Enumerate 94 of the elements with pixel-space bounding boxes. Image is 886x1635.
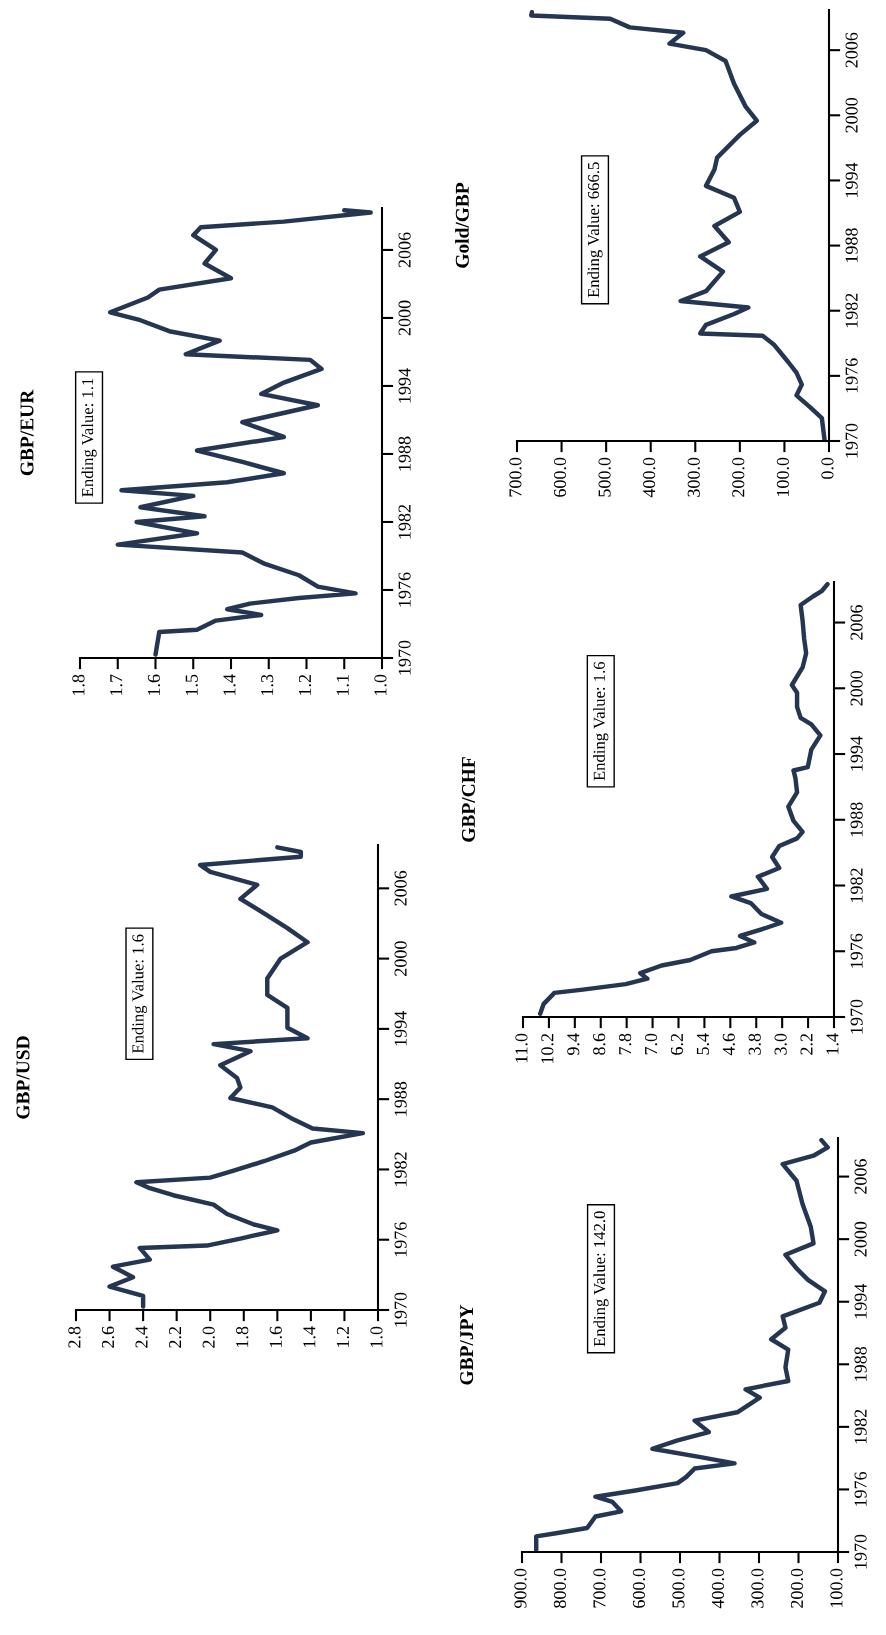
x-tick-label: 11.0 bbox=[515, 1033, 528, 1063]
y-tick-label: 2006 bbox=[394, 870, 407, 906]
y-tick-label: 2006 bbox=[845, 32, 858, 68]
y-tick-label: 1970 bbox=[845, 423, 858, 458]
y-tick-label: 2000 bbox=[850, 670, 863, 706]
y-tick-label: 1976 bbox=[394, 1222, 407, 1257]
y-tick-label: 1994 bbox=[850, 736, 863, 771]
annotation: Ending Value: 1.6 bbox=[593, 661, 609, 781]
x-tick-label: 0.0 bbox=[821, 457, 834, 479]
x-tick-label: 2.2 bbox=[800, 1033, 813, 1055]
x-tick-label: 1.5 bbox=[185, 674, 198, 695]
x-tick-label: 1.4 bbox=[303, 1326, 316, 1347]
y-tick-label: 1994 bbox=[854, 1283, 867, 1319]
y-tick-label: 2000 bbox=[845, 97, 858, 133]
x-tick-label: 700.0 bbox=[593, 1568, 606, 1608]
annotation: Ending Value: 1.1 bbox=[81, 378, 97, 497]
y-tick-label: 1970 bbox=[394, 1292, 407, 1327]
x-tick-label: 1.0 bbox=[370, 1326, 383, 1347]
x-tick-label: 2.0 bbox=[202, 1326, 215, 1348]
y-tick-label: 1988 bbox=[394, 1081, 407, 1116]
y-tick-label: 2000 bbox=[394, 941, 407, 976]
x-tick-label: 1.3 bbox=[261, 674, 274, 695]
x-tick-label: 3.0 bbox=[774, 1033, 787, 1055]
y-tick-label: 1976 bbox=[854, 1471, 867, 1506]
annotation: Ending Value: 666.5 bbox=[587, 162, 603, 298]
y-tick-label: 1982 bbox=[850, 868, 863, 902]
annotation: Ending Value: 1.6 bbox=[131, 934, 147, 1054]
text: GBP/USD bbox=[16, 1036, 30, 1119]
y-tick-label: 2000 bbox=[854, 1221, 867, 1257]
x-tick-label: 3.8 bbox=[748, 1033, 761, 1055]
x-tick-label: 900.0 bbox=[514, 1568, 527, 1609]
y-tick-label: 1988 bbox=[845, 228, 858, 263]
y-tick-label: 1988 bbox=[850, 802, 863, 837]
y-tick-label: 1976 bbox=[845, 358, 858, 393]
y-tick-label: 1982 bbox=[845, 293, 858, 328]
x-tick-label: 1.6 bbox=[147, 674, 161, 695]
x-tick-label: 200.0 bbox=[732, 457, 745, 497]
y-tick-label: 1970 bbox=[398, 640, 411, 675]
x-tick-label: 1.8 bbox=[72, 674, 85, 695]
y-tick-label: 1994 bbox=[398, 368, 411, 403]
x-tick-label: 600.0 bbox=[632, 1568, 646, 1608]
x-tick-label: 1.6 bbox=[269, 1326, 282, 1347]
x-tick-label: 6.2 bbox=[670, 1033, 684, 1055]
x-tick-label: 500.0 bbox=[672, 1568, 685, 1608]
y-tick-label: 1982 bbox=[394, 1152, 407, 1186]
x-tick-label: 800.0 bbox=[553, 1568, 567, 1608]
x-tick-label: 300.0 bbox=[751, 1568, 764, 1608]
x-tick-label: 7.0 bbox=[644, 1033, 658, 1055]
x-tick-label: 8.6 bbox=[593, 1033, 606, 1055]
y-tick-label: 1982 bbox=[854, 1409, 867, 1444]
x-tick-label: 1.2 bbox=[336, 1326, 350, 1347]
x-tick-label: 1.4 bbox=[223, 674, 236, 695]
x-tick-label: 10.2 bbox=[541, 1033, 554, 1063]
x-tick-label: 1.0 bbox=[374, 674, 387, 695]
x-tick-label: 2.8 bbox=[68, 1326, 81, 1348]
text: GBP/CHF bbox=[461, 757, 475, 842]
x-tick-label: 300.0 bbox=[687, 457, 700, 497]
x-tick-label: 1.8 bbox=[236, 1326, 249, 1347]
y-tick-label: 2000 bbox=[398, 300, 411, 336]
x-tick-label: 1.7 bbox=[110, 674, 123, 695]
x-tick-label: 2.4 bbox=[135, 1326, 148, 1348]
x-tick-label: 4.6 bbox=[722, 1033, 735, 1056]
x-tick-label: 700.0 bbox=[509, 457, 522, 497]
x-tick-label: 600.0 bbox=[553, 457, 567, 497]
y-tick-label: 1976 bbox=[850, 933, 863, 968]
text: GBP/EUR bbox=[20, 389, 34, 476]
x-tick-label: 7.8 bbox=[619, 1033, 632, 1055]
x-tick-label: 5.4 bbox=[696, 1033, 710, 1055]
y-tick-label: 1982 bbox=[398, 504, 411, 539]
x-tick-label: 200.0 bbox=[790, 1568, 804, 1608]
x-tick-label: 2.2 bbox=[169, 1326, 182, 1348]
x-tick-label: 9.4 bbox=[567, 1033, 580, 1055]
x-tick-label: 400.0 bbox=[711, 1568, 725, 1609]
x-tick-label: 500.0 bbox=[598, 457, 611, 497]
x-tick-label: 100.0 bbox=[830, 1568, 843, 1608]
text: Gold/GBP bbox=[455, 182, 469, 268]
y-tick-label: 1994 bbox=[394, 1011, 407, 1046]
y-tick-label: 2006 bbox=[850, 605, 863, 640]
text: GBP/JPY bbox=[460, 1304, 474, 1385]
y-tick-label: 1988 bbox=[854, 1346, 867, 1381]
y-tick-label: 2006 bbox=[854, 1159, 867, 1194]
x-tick-label: 1.2 bbox=[298, 674, 312, 695]
y-tick-label: 1970 bbox=[850, 999, 863, 1034]
x-tick-label: 2.6 bbox=[101, 1326, 115, 1348]
y-tick-label: 1970 bbox=[854, 1534, 867, 1569]
y-tick-label: 1994 bbox=[845, 162, 858, 197]
y-tick-label: 1988 bbox=[398, 436, 411, 471]
annotation: Ending Value: 142.0 bbox=[593, 1211, 609, 1347]
x-tick-label: 1.1 bbox=[336, 675, 349, 695]
y-tick-label: 2006 bbox=[398, 232, 411, 268]
x-tick-label: 100.0 bbox=[776, 457, 790, 497]
x-tick-label: 400.0 bbox=[643, 457, 656, 498]
y-tick-label: 1976 bbox=[398, 572, 411, 607]
x-tick-label: 1.4 bbox=[826, 1033, 839, 1054]
